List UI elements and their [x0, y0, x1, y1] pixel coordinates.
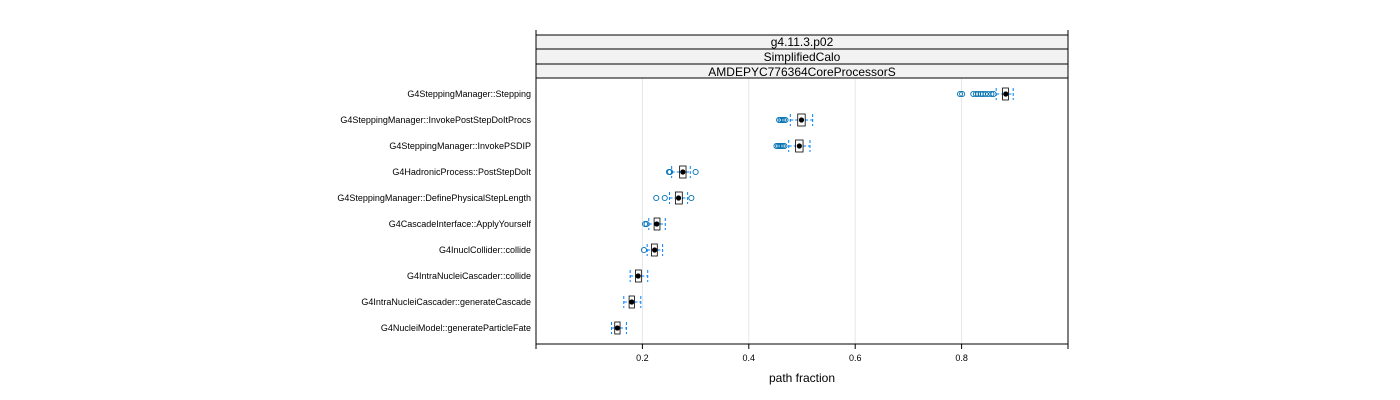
median-dot [798, 117, 805, 123]
box-item [665, 165, 699, 179]
median-dot [635, 273, 641, 279]
category-label: G4CascadeInterface::ApplyYourself [389, 219, 532, 229]
category-label: G4IntraNucleiCascader::collide [407, 271, 531, 281]
box-item [956, 87, 1014, 101]
box-series [611, 87, 1014, 335]
strip-label-3: AMDEPYC776364CoreProcessorS [708, 65, 895, 79]
outlier-point [782, 116, 789, 124]
outlier-point [780, 116, 787, 124]
box-item [640, 243, 664, 257]
median-dot [629, 299, 635, 305]
outlier-point [653, 194, 660, 202]
strip-label-1: g4.11.3.p02 [771, 35, 834, 49]
outlier-point [778, 142, 785, 150]
outlier-point [982, 90, 989, 98]
outlier-point [640, 246, 648, 254]
box-item [629, 269, 649, 283]
outlier-point [642, 220, 649, 228]
outlier-point [990, 90, 997, 98]
category-label: G4IntraNucleiCascader::generateCascade [361, 297, 531, 307]
category-label: G4SteppingManager::InvokePSDIP [389, 141, 531, 151]
category-label: G4InuclCollider::collide [439, 245, 531, 255]
outlier-point [643, 220, 650, 228]
outlier-point [959, 90, 966, 98]
category-label: G4SteppingManager::InvokePostStepDoItPro… [340, 115, 531, 125]
median-dot [652, 247, 658, 253]
x-tick-label: 0.6 [849, 353, 862, 363]
median-dot [614, 325, 620, 331]
x-axis-title: path fraction [769, 371, 835, 385]
box-item [623, 295, 642, 309]
x-tick-label: 0.4 [743, 353, 756, 363]
outlier-point [667, 168, 674, 176]
category-label: G4HadronicProcess::PostStepDoIt [392, 167, 531, 177]
outlier-point [779, 116, 786, 124]
plot-panel [535, 77, 1069, 345]
outlier-point [661, 194, 668, 202]
category-labels: G4SteppingManager::SteppingG4SteppingMan… [337, 89, 531, 333]
outlier-point [688, 194, 695, 202]
median-dot [796, 143, 802, 149]
gridlines [641, 78, 963, 344]
outlier-point [779, 142, 786, 150]
box-item [776, 113, 814, 127]
category-label: G4SteppingManager::DefinePhysicalStepLen… [337, 193, 531, 203]
box-item [773, 139, 811, 153]
outlier-point [988, 90, 995, 98]
outlier-point [956, 90, 964, 98]
x-tick-label: 0.2 [636, 353, 649, 363]
category-label: G4SteppingManager::Stepping [407, 89, 531, 99]
median-dot [675, 195, 682, 201]
outlier-point [781, 142, 788, 150]
median-dot [654, 221, 660, 227]
outlier-point [692, 168, 699, 176]
box-item [653, 191, 695, 205]
strip-label-2: SimplifiedCalo [764, 50, 841, 64]
x-tick-label: 0.8 [955, 353, 968, 363]
median-dot [1003, 91, 1009, 97]
strip-headers: g4.11.3.p02 SimplifiedCalo AMDEPYC776364… [535, 34, 1069, 79]
x-axis: 0.2 0.4 0.6 0.8 [535, 344, 1069, 363]
box-item [611, 321, 627, 335]
median-dot [680, 169, 686, 175]
category-label: G4NucleiModel::generateParticleFate [381, 323, 531, 333]
box-item [642, 217, 666, 231]
